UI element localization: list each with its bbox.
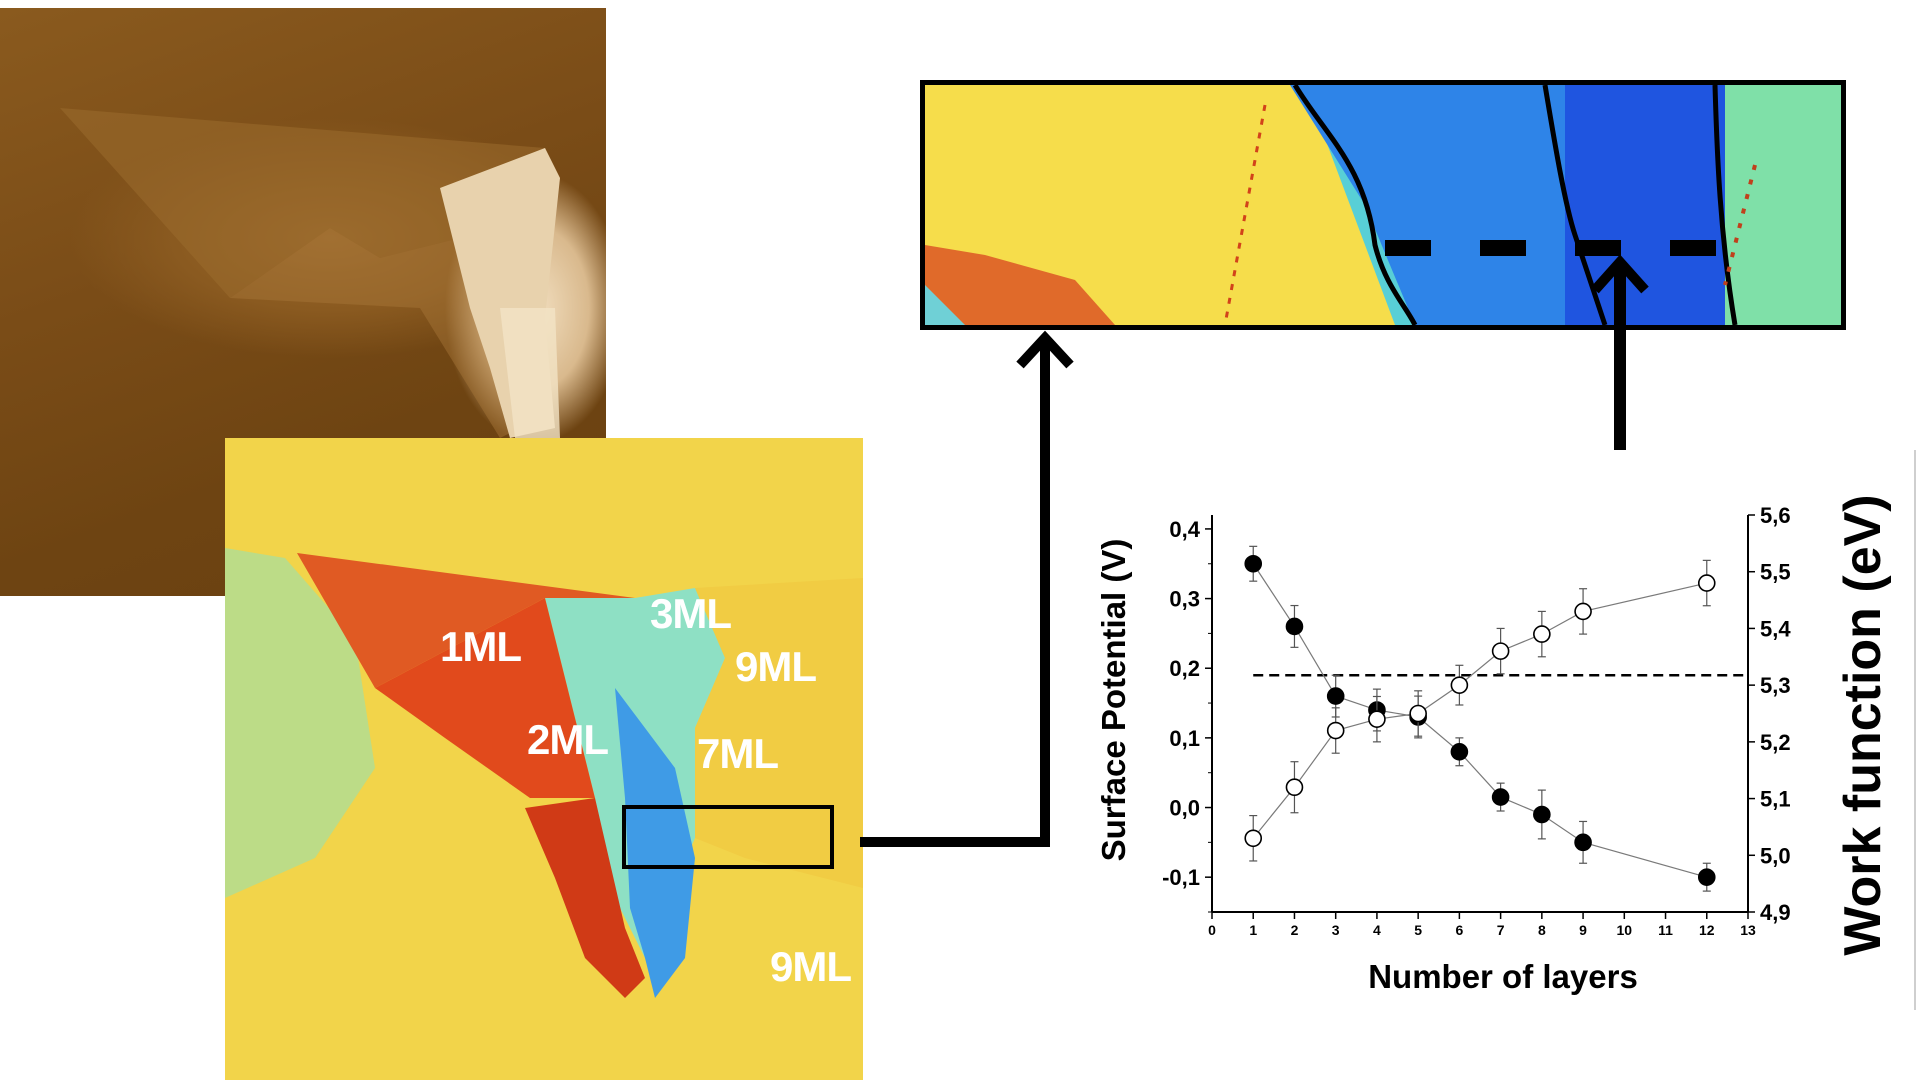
line-profile-dash bbox=[1575, 240, 1621, 256]
x-tick-label: 6 bbox=[1455, 922, 1463, 938]
data-point-surface-potential bbox=[1491, 788, 1510, 806]
y2-axis-label: Work function (eV) bbox=[1834, 494, 1892, 955]
x-tick-label: 5 bbox=[1414, 922, 1422, 938]
data-point-work-function bbox=[1574, 602, 1592, 621]
y-axis-label: Surface Potential (V) bbox=[1095, 539, 1132, 862]
y2-tick-label: 5,5 bbox=[1760, 560, 1791, 585]
kpfm-zoomed-region bbox=[920, 80, 1846, 330]
data-point-work-function bbox=[1409, 704, 1427, 723]
x-tick-label: 10 bbox=[1617, 922, 1633, 938]
data-point-surface-potential bbox=[1326, 687, 1345, 705]
arrow-map-to-zoom-head bbox=[1016, 330, 1074, 369]
y-tick-label: -0,1 bbox=[1162, 865, 1200, 890]
data-point-work-function bbox=[1450, 676, 1469, 694]
x-axis-label: Number of layers bbox=[1368, 958, 1638, 995]
x-tick-label: 7 bbox=[1497, 922, 1505, 938]
layer-label-7ml: 7ML bbox=[697, 730, 779, 777]
work-function-chart: 0 1 2 3 4 5 6 7 8 9 10 11 12 13-0,10,00,10,20,30,44,9… bbox=[1095, 494, 1892, 995]
data-point-surface-potential bbox=[1697, 868, 1716, 886]
x-tick-label: 11 bbox=[1658, 922, 1673, 938]
y-tick-label: 0,0 bbox=[1169, 796, 1200, 821]
data-point-work-function bbox=[1533, 625, 1551, 643]
data-point-work-function bbox=[1244, 829, 1263, 848]
x-tick-label: 2 bbox=[1291, 922, 1299, 938]
series-line-open bbox=[1252, 582, 1707, 839]
data-point-surface-potential bbox=[1244, 554, 1263, 573]
data-point-work-function bbox=[1368, 710, 1386, 728]
x-tick-label: 13 bbox=[1740, 922, 1756, 938]
x-tick-label: 8 bbox=[1538, 922, 1546, 938]
y2-tick-label: 5,2 bbox=[1760, 730, 1791, 755]
x-tick-label: 0 bbox=[1208, 922, 1216, 938]
data-point-work-function bbox=[1326, 721, 1345, 740]
layer-label-3ml: 3ML bbox=[650, 590, 732, 637]
y2-tick-label: 5,1 bbox=[1760, 787, 1791, 812]
y-tick-label: 0,1 bbox=[1169, 726, 1200, 751]
y2-tick-label: 5,3 bbox=[1760, 673, 1791, 698]
chart-labels: Number of layers Surface Potential (V) W… bbox=[1095, 494, 1892, 995]
x-tick-label: 3 bbox=[1332, 922, 1340, 938]
kpfm-surface-potential-map: 1ML 3ML 9ML 2ML 7ML 9ML bbox=[225, 438, 863, 1080]
zoom-region-frame bbox=[622, 805, 834, 869]
y2-tick-label: 5,0 bbox=[1760, 843, 1791, 868]
y2-tick-label: 5,4 bbox=[1760, 616, 1791, 641]
data-point-surface-potential bbox=[1285, 617, 1304, 636]
data-point-surface-potential bbox=[1533, 805, 1551, 824]
line-profile-dash bbox=[1480, 240, 1526, 256]
y2-tick-label: 4,9 bbox=[1760, 900, 1791, 925]
y-tick-label: 0,4 bbox=[1169, 517, 1200, 542]
x-tick-label: 12 bbox=[1699, 922, 1715, 938]
x-tick-label: 4 bbox=[1373, 922, 1381, 938]
y2-tick-label: 5,6 bbox=[1760, 503, 1791, 528]
data-point-surface-potential bbox=[1574, 833, 1592, 852]
layer-label-2ml: 2ML bbox=[527, 716, 609, 763]
x-tick-label: 1 bbox=[1249, 922, 1257, 938]
data-point-work-function bbox=[1491, 642, 1510, 660]
layer-label-9ml-top: 9ML bbox=[735, 643, 817, 690]
x-tick-label: 9 bbox=[1579, 922, 1587, 938]
line-profile-dash bbox=[1385, 240, 1431, 256]
layer-label-9ml-bottom: 9ML bbox=[770, 943, 852, 990]
data-point-work-function bbox=[1697, 574, 1716, 592]
y-tick-label: 0,2 bbox=[1169, 656, 1200, 681]
y-tick-label: 0,3 bbox=[1169, 587, 1200, 612]
data-point-surface-potential bbox=[1450, 743, 1469, 761]
layer-label-1ml: 1ML bbox=[440, 623, 522, 670]
series-line-filled bbox=[1252, 563, 1707, 878]
data-point-work-function bbox=[1285, 778, 1304, 797]
arrow-map-to-zoom bbox=[860, 345, 1050, 847]
line-profile-dash bbox=[1670, 240, 1716, 256]
plot-area: 0 1 2 3 4 5 6 7 8 9 10 11 12 13-0,10,00,10,20,30,44,9… bbox=[1162, 503, 1791, 938]
